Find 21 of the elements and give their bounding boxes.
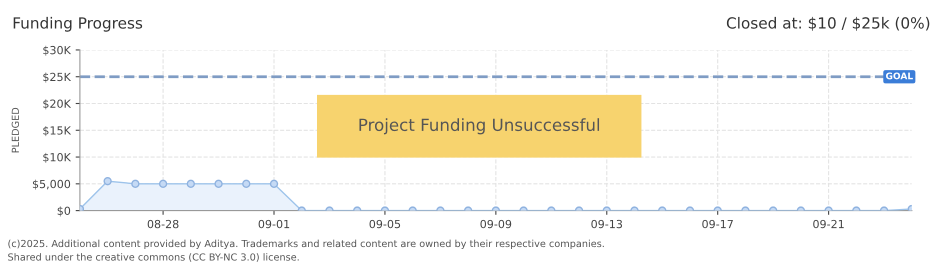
y-tick-label: $5,000 — [32, 180, 70, 190]
x-tick-label: 09-21 — [813, 220, 844, 228]
ref-line-label: GOAL — [886, 72, 913, 80]
chart-title: Funding Progress — [14, 16, 142, 32]
annotation: Project Funding Unsuccessful — [359, 118, 600, 134]
x-tick-label: 09-01 — [258, 220, 290, 228]
x-tick-label: 09-13 — [591, 220, 622, 228]
text: Shared under the creative commons (CC BY-NC 3.0) license. — [8, 253, 299, 262]
x-tick-label: 09-05 — [370, 220, 400, 228]
y-tick-label: $10K — [43, 152, 72, 163]
y-tick-label: $25K — [43, 72, 72, 83]
y-tick-label: $20K — [43, 99, 72, 110]
y-axis-title: PLEDGED — [12, 108, 19, 152]
y-tick-label: $30K — [43, 46, 72, 56]
x-tick-label: 09-17 — [702, 220, 733, 228]
text: (c)2025. Additional content provided by Aditya. Trademarks and related content are owned by their respective companies. — [8, 240, 604, 250]
chart-subtitle: Closed at: $10 / $25k (0%) — [726, 16, 930, 31]
x-tick-label: 08-28 — [148, 220, 178, 228]
y-tick-label: $0 — [58, 206, 70, 216]
x-tick-label: 09-09 — [480, 220, 512, 228]
y-tick-label: $15K — [43, 126, 72, 136]
